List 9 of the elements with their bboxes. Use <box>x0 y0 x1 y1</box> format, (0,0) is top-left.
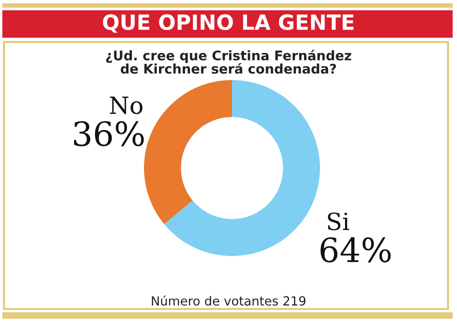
donut-slice <box>164 80 320 256</box>
donut-slice <box>144 80 232 224</box>
slice-label: No <box>110 96 142 114</box>
chart-subtitle: ¿Ud. cree que Cristina Fernández de Kirchner será condenada? <box>106 50 352 74</box>
slice-label: Si <box>328 212 350 230</box>
chart-title: QUE OPINO LA GENTE <box>102 14 354 33</box>
text: Número de votantes 219 <box>152 295 306 306</box>
data-label: 64% <box>320 237 391 262</box>
data-label: 36% <box>74 121 144 146</box>
